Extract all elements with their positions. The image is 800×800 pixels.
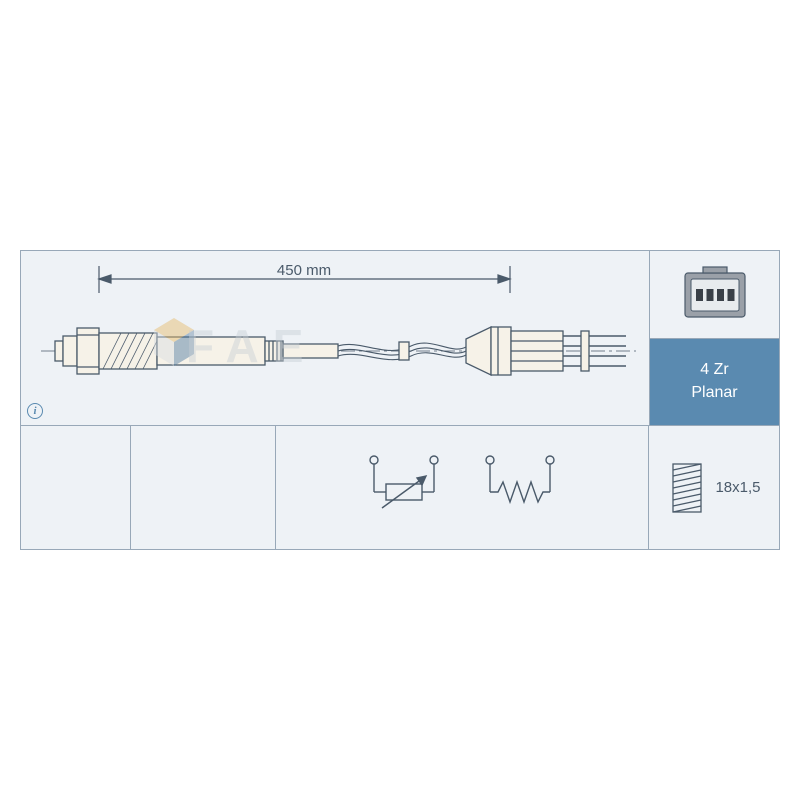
thread-icon [667, 460, 707, 516]
connector-svg [669, 259, 761, 329]
bottom-cell-2 [131, 426, 276, 549]
bottom-row: 18x1,5 [21, 426, 779, 549]
diagram-frame: FAE 450 mm [20, 250, 780, 550]
thread-cell: 18x1,5 [649, 426, 779, 549]
type-line-2: Planar [691, 384, 737, 401]
info-icon[interactable]: i [27, 403, 43, 419]
bottom-cell-1 [21, 426, 131, 549]
top-row: FAE 450 mm [21, 251, 779, 426]
sensor-drawing-cell: FAE 450 mm [21, 251, 650, 425]
sensor-type-cell: 4 Zr Planar [650, 339, 779, 426]
dimension-label: 450 mm [277, 262, 331, 279]
type-line-1: 4 Zr [700, 361, 728, 378]
sensor-svg: 450 mm [21, 251, 649, 426]
thread-label: 18x1,5 [715, 479, 760, 496]
circuit-svg [342, 438, 582, 538]
connector-cell [650, 251, 779, 339]
circuit-cell [276, 426, 649, 549]
top-right-col: 4 Zr Planar [650, 251, 779, 425]
